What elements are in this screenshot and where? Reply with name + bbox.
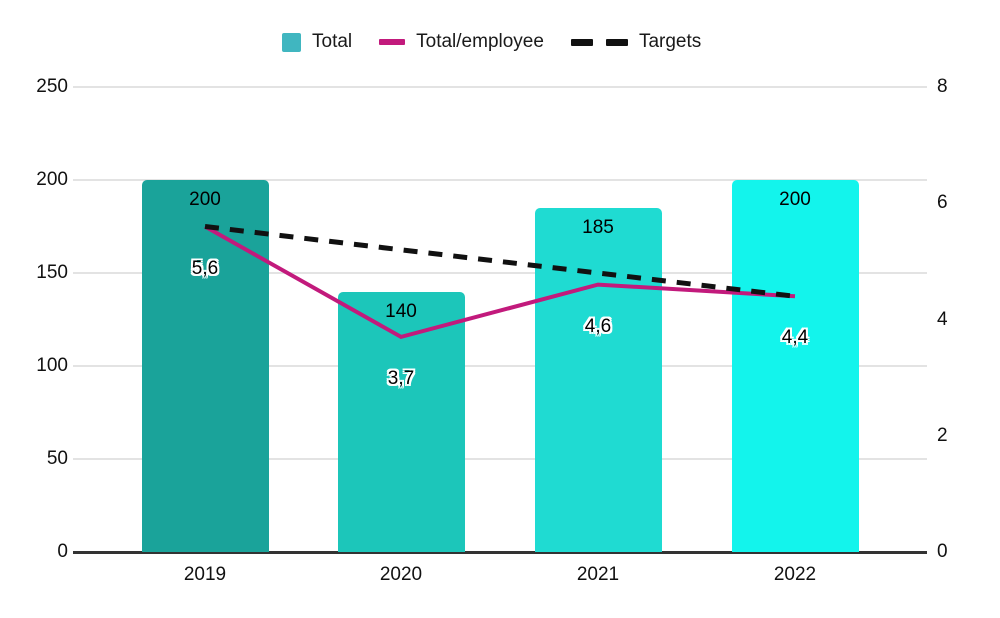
bar-value-label: 140 <box>385 300 417 322</box>
bar-2019 <box>141 180 269 552</box>
left-axis-tick-label: 0 <box>57 541 68 562</box>
bar-2021 <box>534 207 662 552</box>
total-employee-line <box>204 224 796 340</box>
x-axis-tick-label: 2022 <box>773 564 817 585</box>
bar-2022 <box>731 180 859 552</box>
legend-item-total: Total <box>282 31 352 53</box>
left-axis-tick-label: 100 <box>36 355 68 376</box>
x-axis-tick-label: 2021 <box>576 564 620 585</box>
legend-item-targets: Targets <box>570 31 702 53</box>
left-axis-tick-label: 200 <box>36 169 68 190</box>
right-axis-tick-label: 0 <box>937 541 948 562</box>
left-axis-tick-label: 50 <box>46 448 68 469</box>
line-value-label: 3,7 <box>387 367 415 389</box>
bar-value-label: 185 <box>582 216 614 238</box>
total-employee-series-swatch <box>379 39 406 45</box>
total-series-swatch <box>282 32 301 52</box>
legend-label-total: Total <box>312 31 353 52</box>
legend-item-total-employee: Total/employee <box>379 31 544 53</box>
targets-line <box>204 224 796 299</box>
line-value-label: 5,6 <box>191 257 219 279</box>
right-axis-tick-label: 6 <box>937 192 948 214</box>
gridline <box>73 86 927 88</box>
legend-label-targets: Targets <box>638 31 702 52</box>
chart-legend: Total Total/employee Targets <box>282 31 701 53</box>
gridline <box>73 179 927 181</box>
right-axis-tick-label: 2 <box>937 424 948 446</box>
left-axis-tick-label: 150 <box>36 262 68 283</box>
gridline <box>73 365 927 367</box>
line-value-label: 4,4 <box>781 327 809 349</box>
right-axis-tick-label: 8 <box>937 76 948 97</box>
x-axis-line <box>73 551 927 554</box>
x-axis-tick-label: 2020 <box>379 564 423 585</box>
left-axis-tick-label: 250 <box>36 76 68 97</box>
targets-series-swatch <box>570 38 628 46</box>
legend-label-total-employee: Total/employee <box>416 31 544 52</box>
bar-value-label: 200 <box>189 189 221 210</box>
x-axis-tick-label: 2019 <box>183 564 227 585</box>
targets-dash <box>605 38 628 46</box>
targets-dash <box>570 38 593 46</box>
bar-2020 <box>337 291 465 552</box>
bar-value-label: 200 <box>779 189 811 210</box>
right-axis-tick-label: 4 <box>937 308 948 330</box>
gridline <box>73 458 927 460</box>
line-value-label: 4,6 <box>584 315 612 337</box>
